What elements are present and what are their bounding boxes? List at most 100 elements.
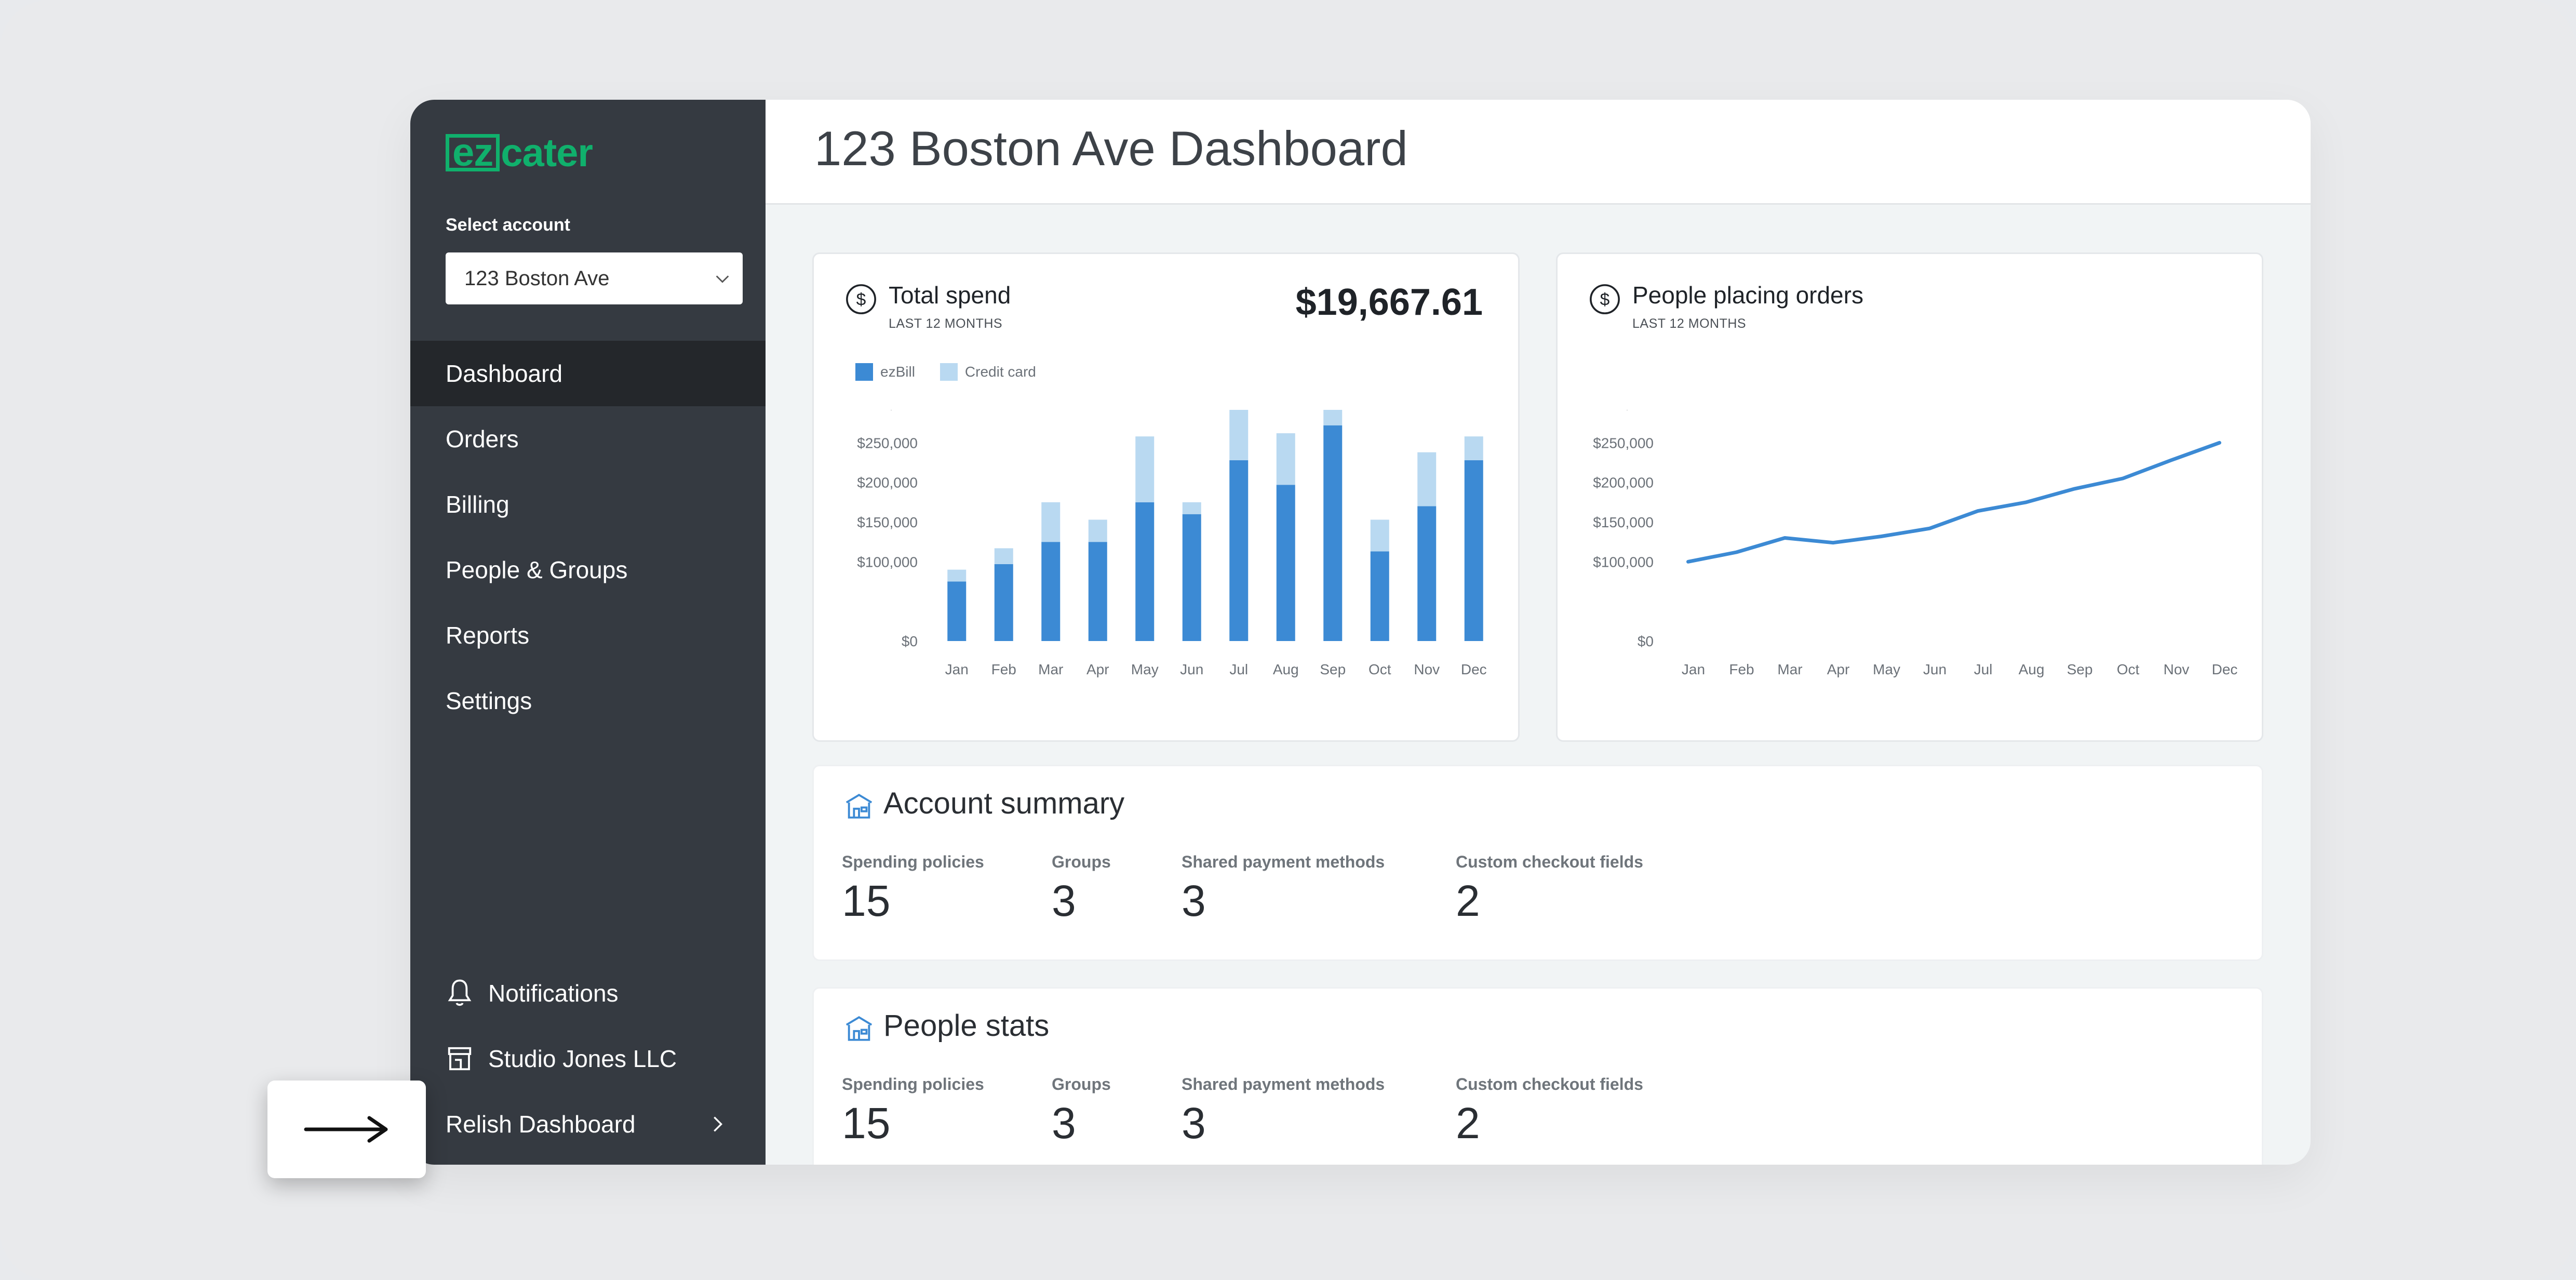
- bar-credit-card: [1323, 410, 1343, 425]
- stat-shared-payment-methods: Shared payment methods 3: [1182, 1075, 1385, 1149]
- x-tick-label: Jan: [945, 661, 969, 677]
- account-select[interactable]: 123 Boston Ave: [446, 252, 743, 304]
- arrow-right-icon: [304, 1116, 387, 1143]
- legend-item-ezbill: ezBill: [855, 363, 915, 381]
- stat-value: 3: [1182, 876, 1206, 925]
- svg-text:$: $: [856, 290, 866, 310]
- total-spend-card: $ Total spend LAST 12 MONTHS $19,667.61 …: [812, 252, 1520, 742]
- stat-groups: Groups 3: [1052, 1075, 1111, 1149]
- x-tick-label: Oct: [1369, 661, 1391, 677]
- x-tick-label: Jun: [1923, 661, 1947, 677]
- account-select-value: 123 Boston Ave: [464, 266, 610, 290]
- y-tick-label: $300,000: [1593, 410, 1654, 411]
- sidebar-nav: Dashboard Orders Billing People & Groups…: [410, 341, 766, 734]
- chevron-down-icon: [716, 275, 729, 283]
- account-summary-title: Account summary: [883, 786, 1125, 820]
- bar-ezbill: [1088, 542, 1107, 641]
- y-tick-label: $200,000: [1593, 475, 1654, 491]
- building-icon: [846, 1016, 873, 1041]
- stat-value: 15: [842, 876, 891, 925]
- stat-value: 2: [1456, 1099, 1480, 1148]
- x-tick-label: Feb: [991, 661, 1016, 677]
- bar-credit-card: [947, 569, 967, 582]
- x-tick-label: Jun: [1180, 661, 1203, 677]
- sidebar-item-billing[interactable]: Billing: [410, 472, 766, 537]
- total-spend-value: $19,667.61: [1295, 282, 1483, 323]
- x-tick-label: May: [1873, 661, 1900, 677]
- people-stats-card: People stats Spending policies 15 Groups 3…: [812, 987, 2263, 1165]
- people-orders-title: People placing orders: [1632, 282, 1863, 309]
- legend-swatch: [940, 363, 958, 381]
- x-tick-label: Apr: [1827, 661, 1850, 677]
- bar-ezbill: [1182, 514, 1201, 641]
- sidebar: ez cater Select account 123 Boston Ave Da…: [410, 100, 766, 1165]
- x-tick-label: Nov: [1414, 661, 1440, 677]
- bar-ezbill: [1135, 502, 1155, 641]
- sidebar-item-settings[interactable]: Settings: [410, 668, 766, 734]
- bar-credit-card: [1182, 502, 1201, 514]
- y-tick-label: $150,000: [857, 514, 918, 530]
- total-spend-title: Total spend: [889, 282, 1011, 309]
- notifications-item[interactable]: Notifications: [410, 965, 766, 1022]
- stat-label: Groups: [1052, 852, 1111, 871]
- relish-dashboard-item[interactable]: Relish Dashboard: [410, 1096, 766, 1153]
- x-tick-label: Jan: [1682, 661, 1705, 677]
- nav-label: Billing: [446, 491, 509, 518]
- y-tick-label: $0: [902, 633, 918, 649]
- stat-spending-policies: Spending policies 15: [842, 852, 984, 926]
- bar-ezbill: [1041, 542, 1061, 641]
- x-tick-label: Sep: [1320, 661, 1346, 677]
- chevron-right-icon: [714, 1116, 723, 1132]
- x-tick-label: Mar: [1038, 661, 1063, 677]
- ezcater-logo[interactable]: ez cater: [446, 131, 593, 175]
- total-spend-subtitle: LAST 12 MONTHS: [889, 316, 1003, 331]
- bar-ezbill: [1370, 551, 1389, 641]
- x-tick-label: Mar: [1777, 661, 1802, 677]
- main-content: 123 Boston Ave Dashboard $ Total spend L…: [766, 100, 2311, 1165]
- sidebar-item-people-groups[interactable]: People & Groups: [410, 537, 766, 603]
- y-tick-label: $250,000: [857, 435, 918, 451]
- bar-credit-card: [1041, 502, 1061, 542]
- nav-label: Reports: [446, 622, 530, 649]
- bar-credit-card: [1229, 410, 1249, 460]
- y-tick-label: $200,000: [857, 475, 918, 491]
- x-tick-label: Feb: [1729, 661, 1754, 677]
- stat-label: Groups: [1052, 1075, 1111, 1094]
- bar-ezbill: [994, 564, 1013, 641]
- sidebar-item-orders[interactable]: Orders: [410, 406, 766, 472]
- y-tick-label: $100,000: [857, 554, 918, 570]
- bar-credit-card: [1370, 519, 1389, 552]
- app-window: ez cater Select account 123 Boston Ave Da…: [410, 100, 2311, 1165]
- stat-custom-checkout-fields: Custom checkout fields 2: [1456, 852, 1643, 926]
- x-tick-label: Oct: [2117, 661, 2140, 677]
- bar-credit-card: [1088, 519, 1107, 542]
- legend-label: ezBill: [880, 364, 915, 380]
- stat-value: 3: [1052, 876, 1076, 925]
- dollar-icon: $: [846, 284, 876, 314]
- store-icon: [448, 1047, 472, 1071]
- select-account-label: Select account: [446, 215, 570, 235]
- dollar-icon: $: [1590, 284, 1620, 314]
- x-tick-label: Jul: [1229, 661, 1248, 677]
- logo-ez: ez: [446, 133, 500, 172]
- nav-label: Dashboard: [446, 360, 563, 387]
- x-tick-label: Nov: [2164, 661, 2190, 677]
- notifications-label: Notifications: [488, 980, 619, 1007]
- stat-value: 2: [1456, 876, 1480, 925]
- stat-custom-checkout-fields: Custom checkout fields 2: [1456, 1075, 1643, 1149]
- company-item[interactable]: Studio Jones LLC: [410, 1030, 766, 1087]
- arrow-callout: [267, 1081, 426, 1178]
- building-icon: [846, 793, 873, 819]
- sidebar-item-reports[interactable]: Reports: [410, 603, 766, 668]
- x-tick-label: May: [1131, 661, 1159, 677]
- bar-ezbill: [1323, 425, 1343, 641]
- stat-shared-payment-methods: Shared payment methods 3: [1182, 852, 1385, 926]
- x-tick-label: Aug: [1273, 661, 1299, 677]
- people-orders-card: $ People placing orders LAST 12 MONTHS $…: [1556, 252, 2263, 742]
- legend-swatch: [855, 363, 873, 381]
- bar-credit-card: [994, 548, 1013, 564]
- sidebar-item-dashboard[interactable]: Dashboard: [410, 341, 766, 406]
- people-orders-subtitle: LAST 12 MONTHS: [1632, 316, 1747, 331]
- people-orders-line-chart: $0 $100,000 $150,000 $200,000 $250,000 $300,0…: [1593, 410, 2238, 677]
- x-tick-label: Dec: [2212, 661, 2238, 677]
